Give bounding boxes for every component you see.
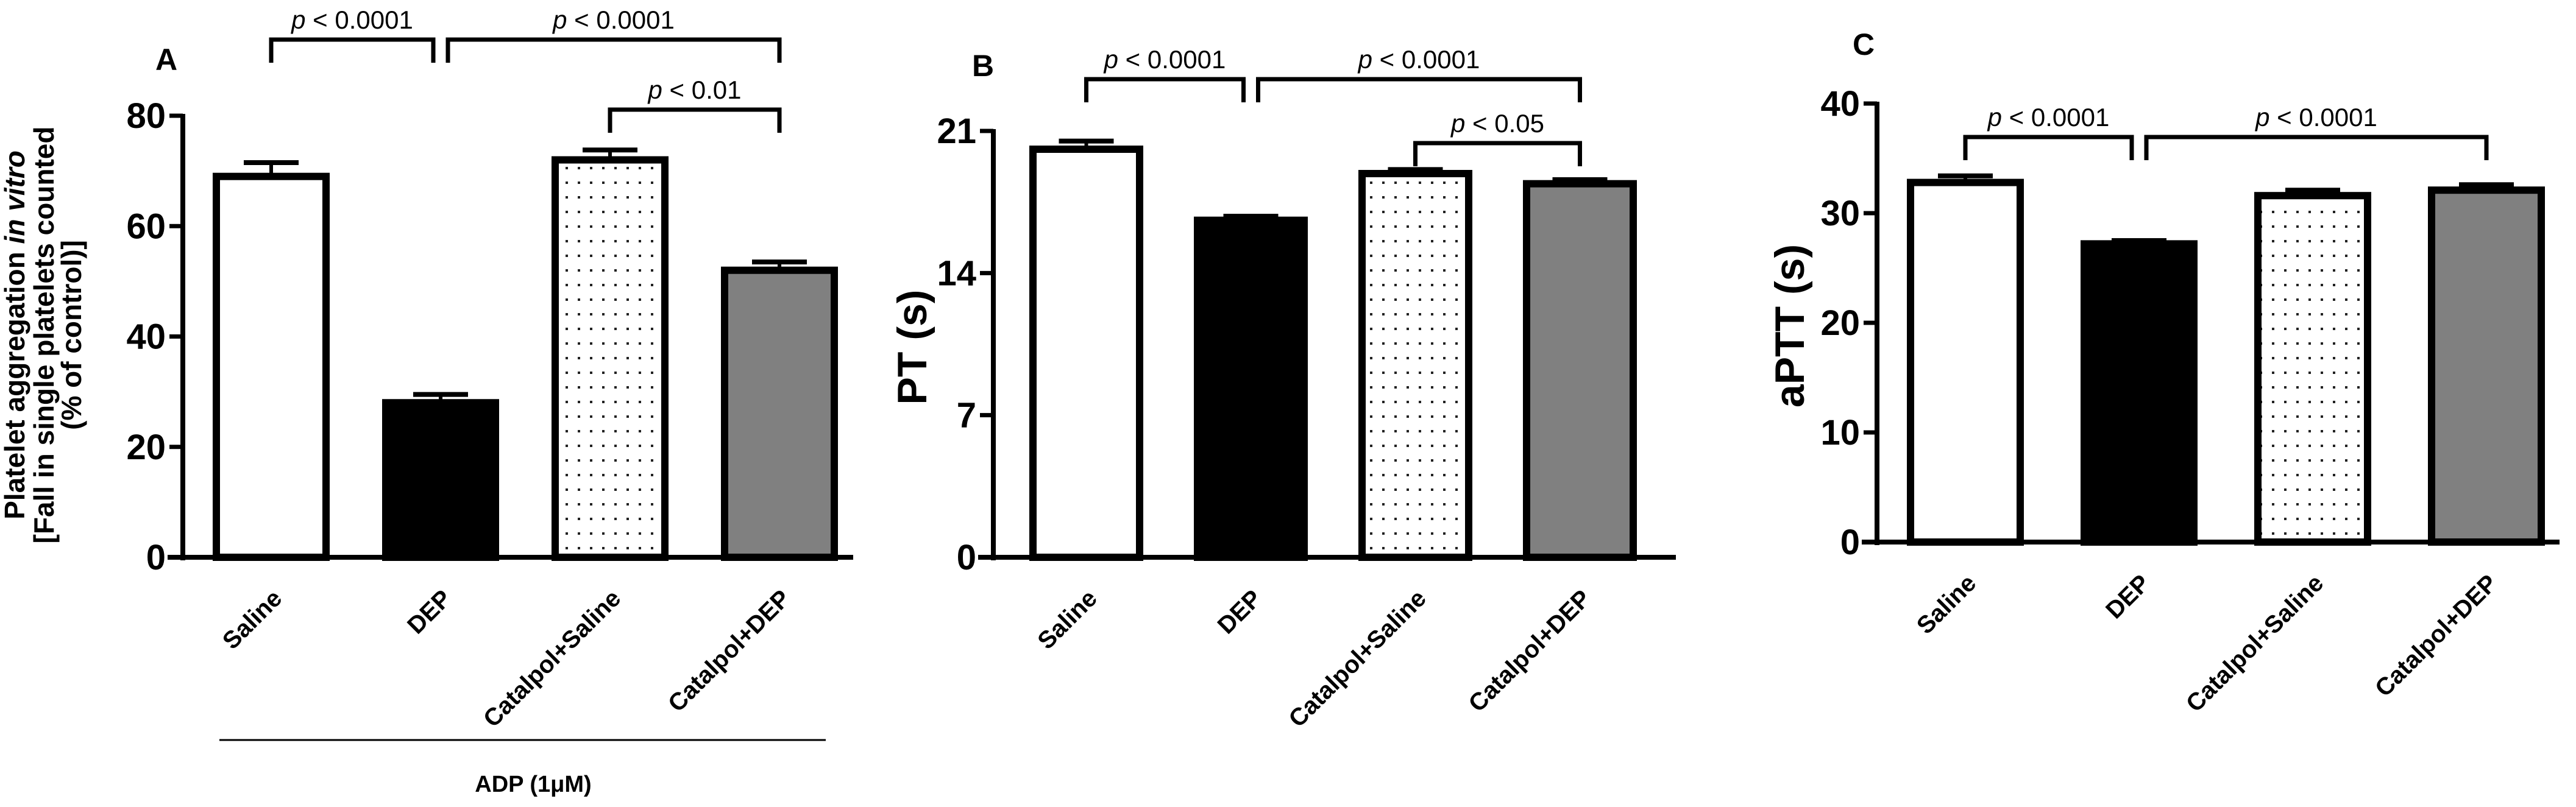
panel-b-pt-chart: B 0 7 14 21 PT (s) Saline DEP Catalpol+Saline Cat… <box>889 45 1676 733</box>
significance-bracket <box>1413 141 1582 166</box>
y-tick-label: 0 <box>1840 523 1860 562</box>
y-axis-label: [Fall in single platelets counted <box>28 127 60 544</box>
bar-catalpol-saline <box>2254 192 2371 546</box>
bar-saline <box>1907 178 2024 546</box>
y-tick-label: 20 <box>1820 303 1860 343</box>
category-label: DEP <box>2101 569 2155 624</box>
y-axis-label: PT (s) <box>889 290 935 405</box>
bar-catalpol-dep <box>721 266 838 561</box>
significance-bracket <box>608 107 782 133</box>
y-axis-label: Platelet aggregation in vitro <box>0 150 30 520</box>
category-label: Saline <box>1032 585 1102 654</box>
bar-catalpol-saline <box>1358 170 1472 561</box>
y-tick-label: 0 <box>957 538 976 577</box>
bar-catalpol-dep <box>2428 186 2545 546</box>
significance-bracket <box>1256 77 1582 102</box>
category-label: Catalpol+DEP <box>1463 585 1595 717</box>
p-value-label: p < 0.0001 <box>1103 45 1226 74</box>
significance-bracket <box>445 37 782 63</box>
y-tick-label: 20 <box>126 428 166 467</box>
p-value-label: p < 0.0001 <box>290 5 413 34</box>
y-tick-label: 0 <box>146 538 166 577</box>
significance-bracket <box>1084 77 1246 102</box>
y-tick-label: 14 <box>937 253 976 293</box>
p-value-label: p < 0.05 <box>1450 109 1544 138</box>
p-value-label: p < 0.0001 <box>2254 103 2377 132</box>
bar-catalpol-saline <box>552 156 669 561</box>
category-label: DEP <box>402 585 456 639</box>
bar-saline <box>213 172 330 561</box>
panel-label: B <box>972 49 994 83</box>
bar-dep <box>2081 240 2198 546</box>
panel-a-platelet-aggregation-chart: A 0 20 40 60 80 Platelet aggregation in vitro[… <box>0 5 853 797</box>
significance-bracket <box>1963 135 2134 160</box>
category-label: Catalpol+DEP <box>663 585 795 717</box>
y-tick-label: 40 <box>1820 84 1860 124</box>
panel-label: C <box>1853 27 1875 62</box>
y-axis-label: (% of control)] <box>55 240 87 430</box>
bar-catalpol-dep <box>1523 180 1637 561</box>
p-value-label: p < 0.0001 <box>552 5 675 34</box>
bar-saline <box>1029 146 1143 561</box>
p-value-label: p < 0.0001 <box>1987 103 2110 132</box>
p-value-label: p < 0.01 <box>647 76 742 104</box>
y-tick-label: 80 <box>126 96 166 136</box>
panel-label: A <box>155 43 177 77</box>
significance-bracket <box>2144 135 2489 160</box>
category-label: Catalpol+DEP <box>2370 569 2502 702</box>
bar-dep <box>382 399 499 561</box>
category-label: Saline <box>218 585 287 654</box>
significance-bracket <box>269 37 436 63</box>
y-tick-label: 40 <box>126 317 166 357</box>
category-label: Catalpol+Saline <box>1283 585 1432 733</box>
y-axis-label: aPTT (s) <box>1767 244 1813 407</box>
y-tick-label: 10 <box>1820 413 1860 453</box>
x-axis-label: ADP (1μM) <box>475 772 591 797</box>
category-label: Catalpol+Saline <box>478 585 626 733</box>
category-label: DEP <box>1213 585 1267 639</box>
y-tick-label: 30 <box>1820 194 1860 233</box>
y-tick-label: 21 <box>937 111 976 151</box>
p-value-label: p < 0.0001 <box>1357 45 1480 74</box>
y-tick-label: 7 <box>957 396 976 435</box>
category-label: Saline <box>1912 569 1981 639</box>
bar-dep <box>1194 216 1308 561</box>
y-tick-label: 60 <box>126 206 166 246</box>
panel-c-aptt-chart: C 0 10 20 30 40 aPTT (s) Saline DEP Catalpol+Sali… <box>1767 27 2560 717</box>
category-label: Catalpol+Saline <box>2181 569 2329 717</box>
